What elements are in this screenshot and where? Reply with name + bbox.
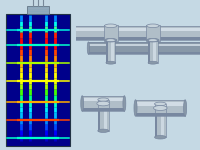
- Bar: [146, 25, 160, 41]
- Bar: [88, 42, 200, 54]
- Ellipse shape: [155, 102, 166, 106]
- Ellipse shape: [147, 38, 159, 42]
- Bar: [104, 25, 118, 41]
- Bar: [153, 40, 156, 63]
- Bar: [155, 104, 166, 137]
- Ellipse shape: [134, 100, 137, 116]
- Bar: [155, 104, 166, 137]
- Bar: [74, 26, 200, 40]
- Bar: [98, 100, 109, 131]
- Bar: [88, 42, 200, 52]
- Ellipse shape: [106, 61, 115, 64]
- Bar: [100, 100, 109, 131]
- Ellipse shape: [105, 38, 117, 42]
- Bar: [106, 40, 115, 63]
- Bar: [82, 96, 124, 108]
- Ellipse shape: [87, 42, 90, 54]
- Bar: [136, 100, 185, 113]
- Bar: [148, 40, 158, 63]
- Ellipse shape: [72, 26, 75, 40]
- Ellipse shape: [123, 96, 126, 111]
- Ellipse shape: [81, 96, 84, 111]
- Bar: [136, 100, 185, 116]
- Bar: [82, 98, 124, 101]
- Bar: [74, 26, 200, 40]
- Bar: [150, 40, 158, 63]
- Bar: [82, 96, 124, 111]
- Ellipse shape: [147, 24, 159, 28]
- Bar: [27, 6, 49, 14]
- Bar: [111, 40, 114, 63]
- Bar: [6, 14, 70, 146]
- Bar: [136, 102, 185, 105]
- Bar: [74, 28, 200, 31]
- Bar: [74, 26, 200, 37]
- Bar: [88, 42, 200, 54]
- Bar: [104, 100, 107, 131]
- Bar: [106, 40, 115, 63]
- Ellipse shape: [98, 129, 109, 132]
- Ellipse shape: [148, 39, 158, 42]
- Ellipse shape: [98, 98, 109, 101]
- Ellipse shape: [105, 24, 117, 28]
- Bar: [157, 104, 166, 137]
- Ellipse shape: [148, 61, 158, 64]
- Bar: [82, 96, 124, 111]
- Ellipse shape: [155, 135, 166, 139]
- Bar: [161, 104, 164, 137]
- Ellipse shape: [106, 39, 115, 42]
- Ellipse shape: [154, 105, 167, 110]
- Bar: [148, 40, 158, 63]
- Bar: [98, 100, 109, 131]
- Ellipse shape: [97, 101, 110, 106]
- Ellipse shape: [184, 100, 187, 116]
- Bar: [136, 100, 185, 116]
- Bar: [108, 40, 115, 63]
- Bar: [88, 44, 200, 46]
